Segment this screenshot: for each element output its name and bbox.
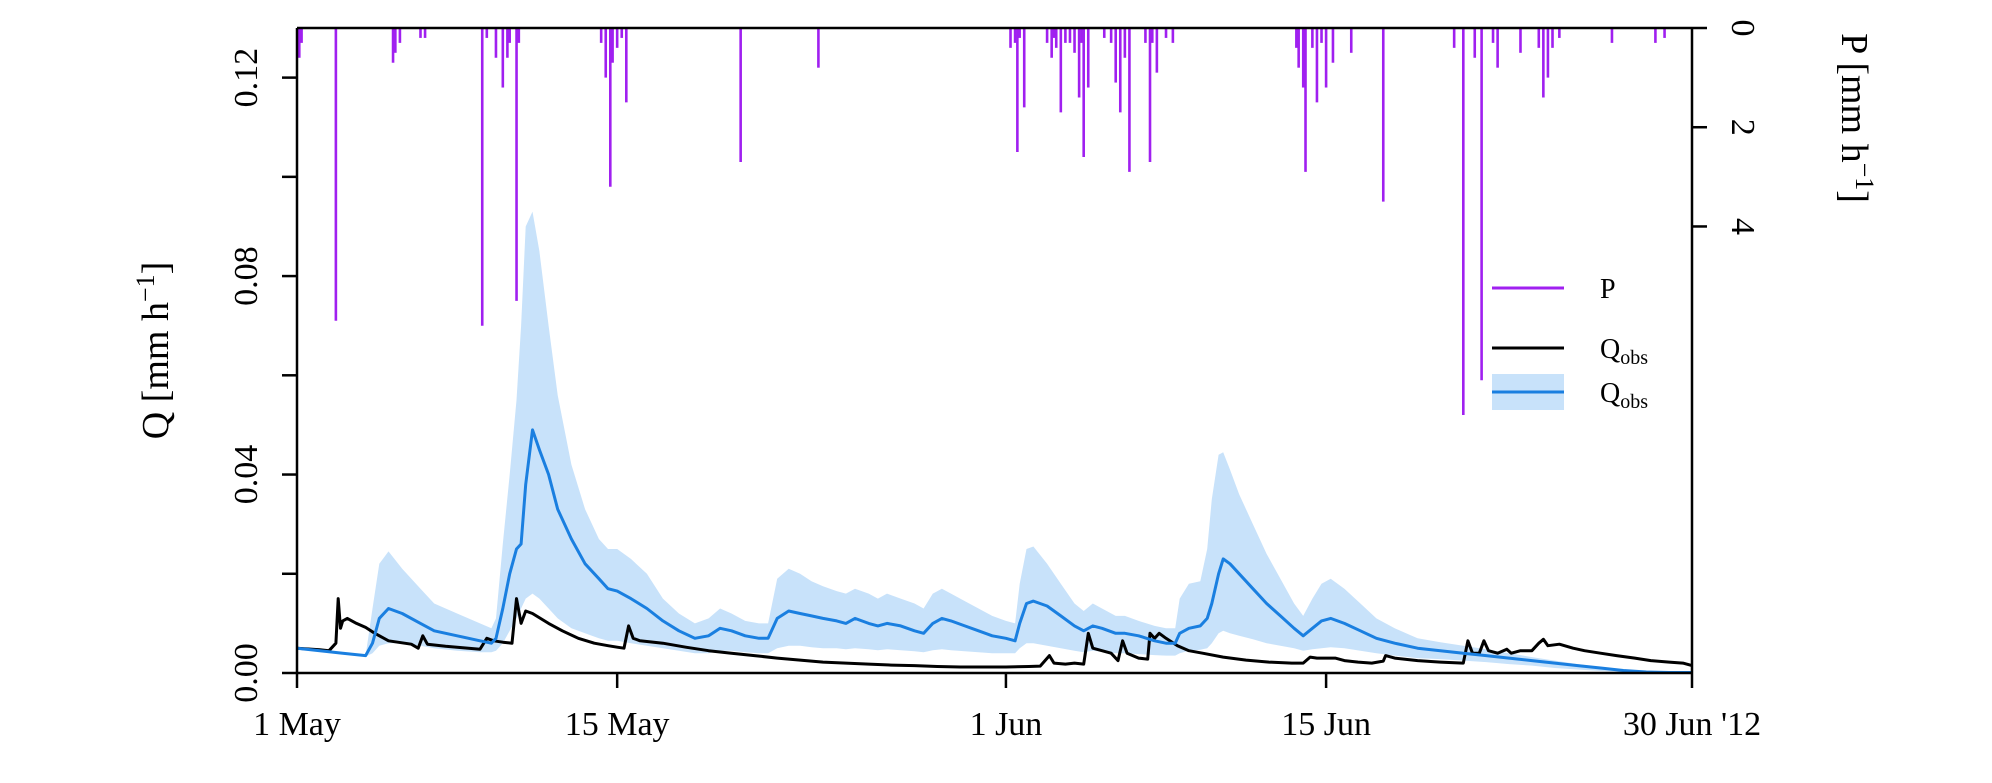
legend-label-2: Qobs: [1600, 378, 1648, 413]
legend: P Qobs Qobs: [1492, 274, 1648, 413]
legend-label-1: Qobs: [1600, 334, 1648, 369]
x-tick-label-4: 30 Jun '12: [1623, 706, 1761, 743]
q-obs-blue-line: [296, 428, 1692, 674]
axes-layer: 1 May 15 May 1 Jun 15 Jun 30 Jun '12 0.00 0.04…: [228, 20, 1761, 744]
y-left-tick-label-2: 0.08: [228, 246, 265, 306]
x-tick-label-3: 15 Jun: [1281, 706, 1371, 743]
y-right-tick-label-1: 2: [1724, 119, 1761, 136]
y-left-tick-label-3: 0.12: [228, 48, 265, 108]
y-left-axis-title: Q [mm h−1]: [131, 262, 177, 440]
q-band-layer: [297, 211, 1692, 673]
q-obs-black-line: [296, 597, 1693, 669]
y-right-tick-label-0: 0: [1724, 20, 1761, 37]
legend-label-0: P: [1600, 274, 1616, 305]
y-right-axis-title: P [mm h−1]: [1833, 33, 1879, 203]
y-left-tick-label-1: 0.04: [228, 445, 265, 505]
y-right-tick-label-2: 4: [1724, 218, 1761, 235]
x-tick-label-1: 15 May: [565, 706, 670, 743]
x-tick-label-0: 1 May: [253, 706, 341, 743]
y-left-tick-label-0: 0.00: [228, 643, 265, 703]
q-lines-layer: [296, 428, 1693, 674]
x-tick-label-2: 1 Jun: [970, 706, 1043, 743]
precipitation-layer: [297, 28, 1666, 415]
axis-labels-layer: Q [mm h−1] P [mm h−1]: [131, 33, 1879, 439]
q-uncertainty-band: [297, 211, 1692, 673]
